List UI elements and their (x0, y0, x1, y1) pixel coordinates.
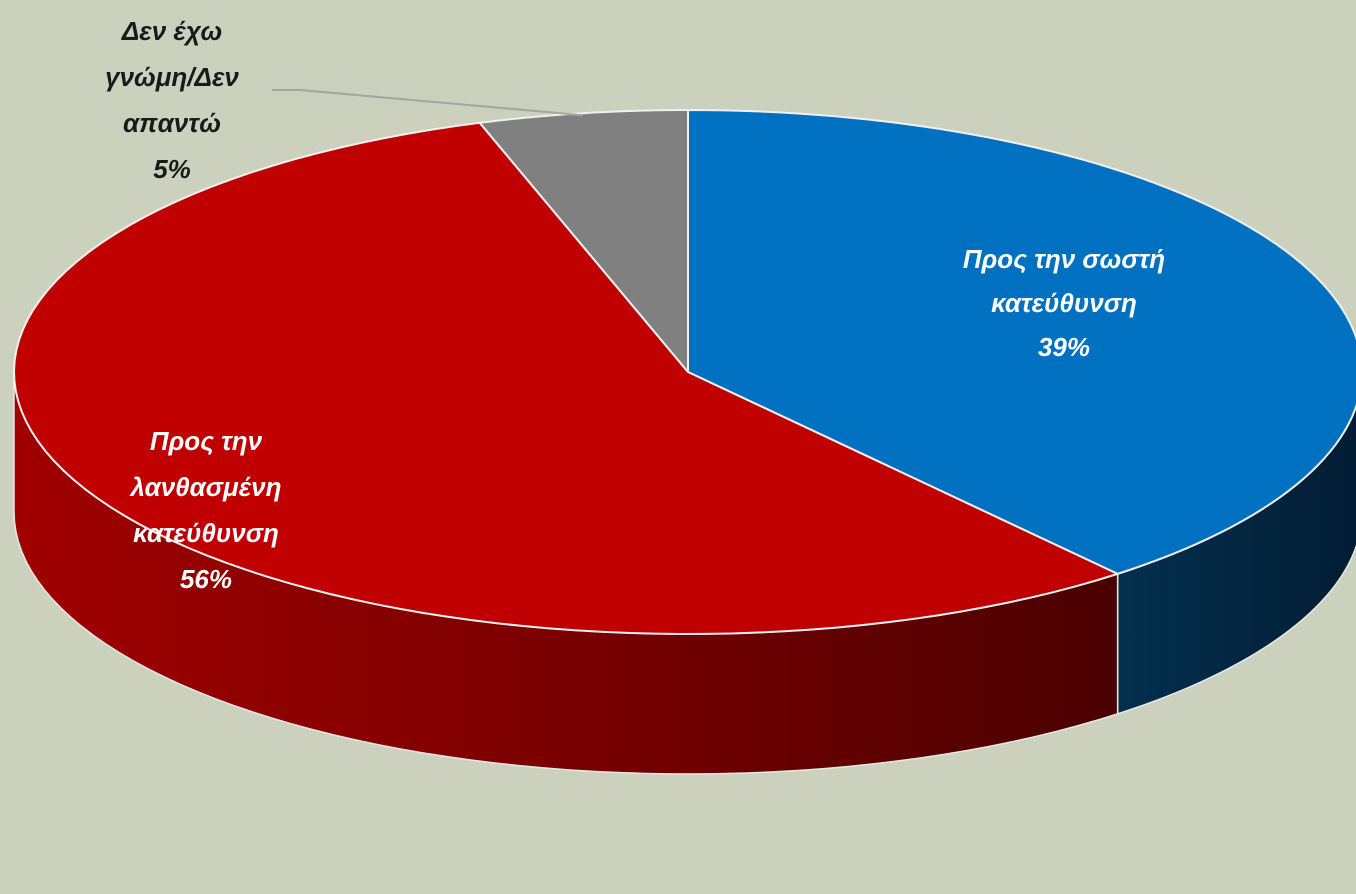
data-label-text: κατεύθυνση (133, 518, 279, 548)
data-label-text: Προς την σωστή (963, 244, 1165, 274)
data-label-text: απαντώ (123, 108, 221, 138)
data-label-δεν-έχω-γνώμη-δεν-απαντώ: Δεν έχω γνώμη/Δεν απαντώ 5% (105, 16, 239, 184)
pie-slice-δεν-έχω-γνώμη-δεν-απαντώ (478, 109, 689, 373)
pie-slice-προς-την-σωστή-κατεύθυνση (687, 109, 1356, 575)
leader-lines (272, 89, 583, 117)
data-label-text: Δεν έχω (121, 16, 222, 46)
data-label-text: Προς την (150, 426, 263, 456)
data-label-text: κατεύθυνση (991, 288, 1137, 318)
pie-slice-προς-την-λανθασμένη-κατεύθυνση (13, 121, 1119, 635)
data-label-προς-την-λανθασμένη-κατεύθυνση: Προς την λανθασμένη κατεύθυνση 56% (128, 426, 281, 594)
data-label-value: 5% (153, 154, 191, 184)
data-label-text: γνώμη/Δεν (105, 62, 239, 92)
data-label-text: λανθασμένη (128, 472, 281, 502)
slice-labels: Προς την σωστή κατεύθυνση 39% Προς την λανθα… (105, 16, 1165, 594)
pie-top-faces (13, 109, 1356, 635)
data-label-value: 39% (1038, 332, 1090, 362)
data-label-προς-την-σωστή-κατεύθυνση: Προς την σωστή κατεύθυνση 39% (963, 244, 1165, 362)
leader-line-no-opinion (272, 89, 583, 117)
data-label-value: 56% (180, 564, 232, 594)
